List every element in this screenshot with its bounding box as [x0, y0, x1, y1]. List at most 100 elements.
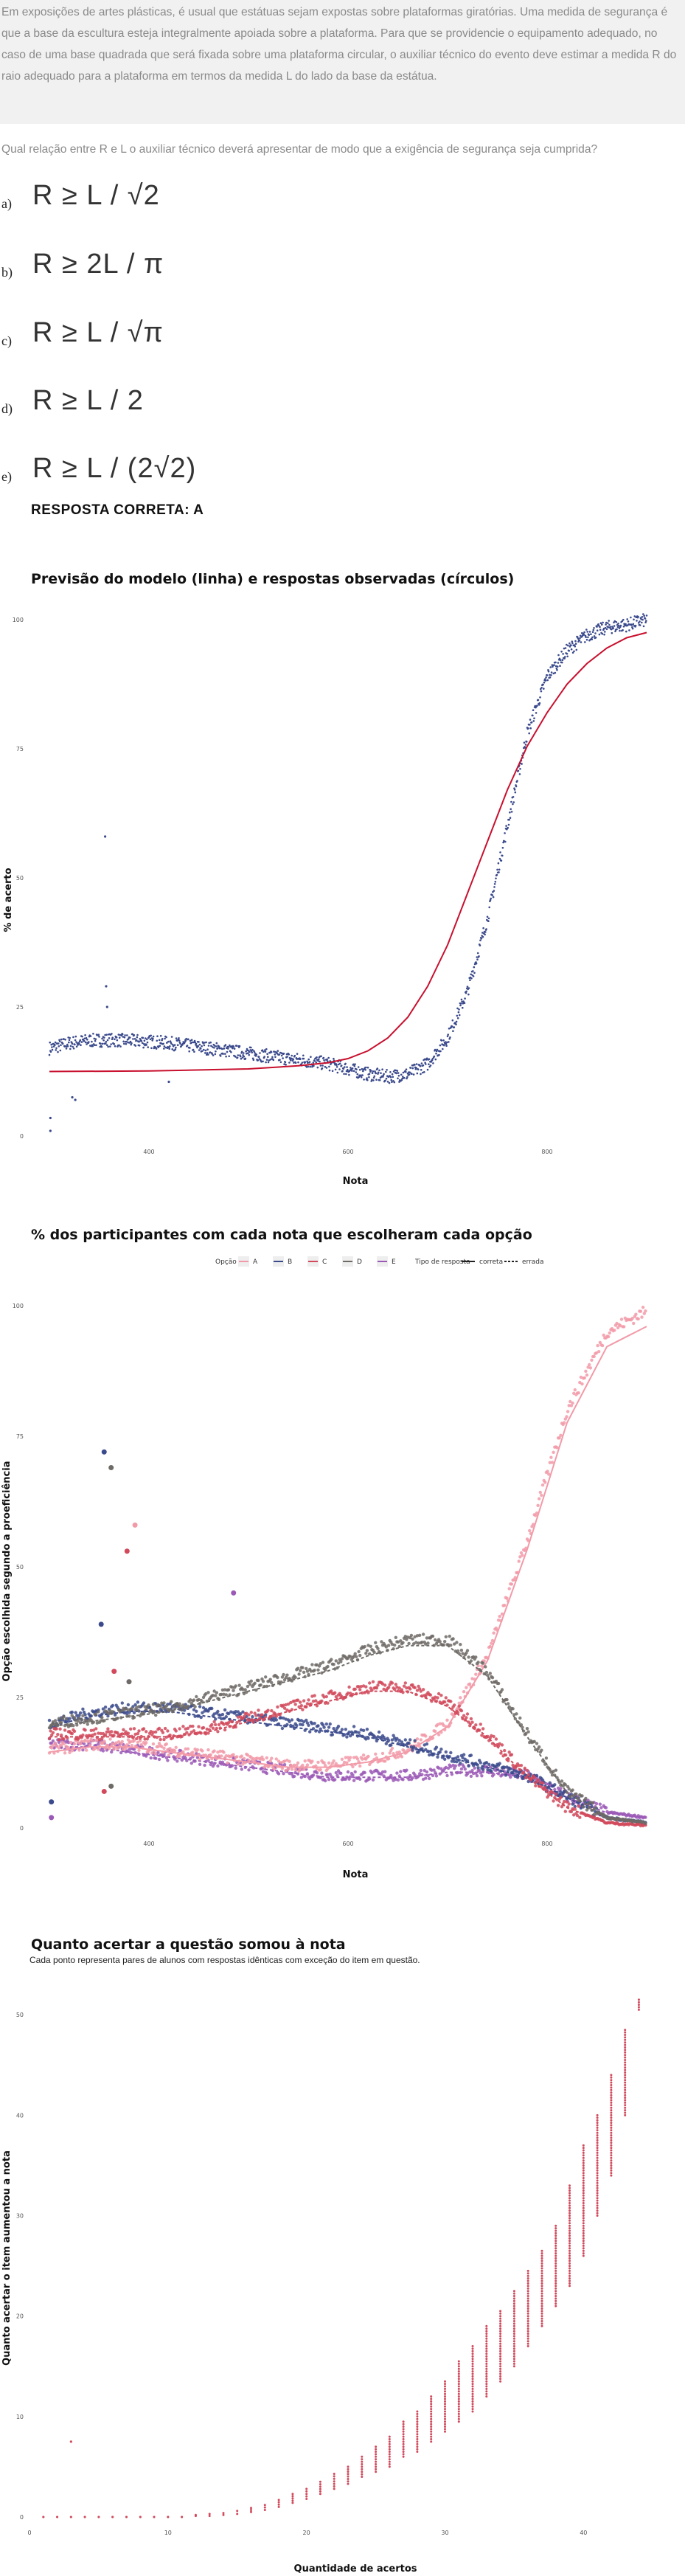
- gain-point: [485, 2365, 488, 2368]
- option-a-point: [586, 1365, 590, 1369]
- option-b-point: [111, 1703, 115, 1708]
- gain-point: [526, 2272, 529, 2275]
- option-b-point: [344, 1728, 347, 1731]
- gain-point: [540, 2285, 543, 2288]
- gain-point: [624, 2054, 627, 2057]
- observed-point: [236, 1056, 239, 1059]
- option-a-point: [216, 1751, 220, 1754]
- option-d-point: [175, 1702, 179, 1706]
- observed-point: [627, 620, 630, 623]
- observed-point: [117, 1033, 120, 1036]
- option-a-point: [295, 1763, 299, 1767]
- option-d-point: [261, 1680, 265, 1683]
- gain-point: [526, 2282, 529, 2285]
- option-a-point: [214, 1754, 218, 1758]
- gain-point: [416, 2435, 419, 2438]
- observed-point: [433, 1055, 436, 1058]
- gain-point: [568, 2234, 571, 2237]
- gain-point: [540, 2292, 543, 2295]
- gain-point: [540, 2262, 543, 2265]
- observed-point: [419, 1064, 422, 1067]
- gain-point: [610, 2172, 613, 2175]
- option-b-point: [128, 1711, 131, 1714]
- observed-point: [630, 616, 632, 619]
- observed-point: [72, 1048, 75, 1050]
- gain-point: [471, 2400, 474, 2403]
- gain-point: [444, 2408, 446, 2411]
- option-c-point: [534, 1784, 538, 1787]
- observed-point: [422, 1071, 424, 1074]
- option-d-point: [232, 1689, 235, 1692]
- option-e-point: [175, 1759, 179, 1763]
- option-a-point: [136, 1740, 140, 1745]
- observed-point: [487, 920, 490, 922]
- gain-point: [582, 2161, 585, 2164]
- observed-point: [596, 626, 598, 628]
- observed-point: [495, 877, 497, 880]
- gain-point: [540, 2312, 543, 2315]
- option-a-point: [538, 1490, 542, 1495]
- gain-point: [540, 2297, 543, 2300]
- option-b-point: [316, 1724, 320, 1728]
- gain-point: [624, 2088, 627, 2091]
- option-b-point: [392, 1734, 395, 1737]
- observed-point: [446, 1041, 448, 1044]
- observed-point: [66, 1043, 69, 1046]
- y-tick-label: 0: [20, 1133, 24, 1140]
- option-c-point: [550, 1790, 554, 1794]
- observed-point: [476, 952, 479, 955]
- observed-point: [428, 1058, 431, 1061]
- gain-point: [554, 2249, 557, 2252]
- gain-point: [568, 2257, 571, 2260]
- observed-point: [392, 1076, 394, 1078]
- gain-point: [554, 2295, 557, 2297]
- observed-point: [218, 1047, 221, 1050]
- option-c-point: [465, 1712, 470, 1716]
- gain-point: [512, 2320, 515, 2322]
- option-d-point: [396, 1640, 400, 1644]
- observed-point: [532, 720, 535, 722]
- observed-point: [529, 719, 532, 721]
- observed-point: [378, 1069, 380, 1072]
- option-a-point: [528, 1528, 532, 1533]
- option-a-point: [108, 1737, 112, 1741]
- option-b-point: [81, 1707, 85, 1711]
- option-d-point: [532, 1739, 536, 1743]
- observed-point: [540, 687, 543, 689]
- option-c-point: [386, 1686, 391, 1689]
- option-c-point: [230, 1720, 234, 1724]
- gain-point: [291, 2495, 294, 2498]
- option-e-point: [303, 1774, 307, 1779]
- observed-point: [584, 641, 586, 643]
- observed-point: [224, 1044, 227, 1046]
- observed-point: [362, 1070, 364, 1073]
- option-b-point: [321, 1723, 325, 1727]
- observed-point: [215, 1045, 218, 1048]
- observed-point: [416, 1072, 419, 1075]
- gain-point: [582, 2177, 585, 2179]
- option-d-point: [418, 1633, 422, 1637]
- option-a-point: [63, 1751, 67, 1755]
- option-b-point: [322, 1725, 326, 1729]
- observed-point: [385, 1070, 387, 1073]
- gain-point: [499, 2340, 502, 2343]
- observed-point: [340, 1064, 343, 1067]
- option-e-point: [368, 1777, 372, 1781]
- gain-point: [596, 2136, 599, 2139]
- observed-point: [345, 1070, 348, 1073]
- option-e-point: [154, 1756, 158, 1760]
- observed-point: [136, 1036, 139, 1039]
- gain-point: [554, 2229, 557, 2232]
- observed-point: [642, 625, 645, 628]
- gain-point: [582, 2206, 585, 2209]
- observed-point: [384, 1079, 386, 1082]
- observed-point: [550, 674, 552, 676]
- x-tick-label: 0: [27, 2530, 31, 2536]
- option-c-point: [359, 1685, 363, 1689]
- observed-point: [639, 624, 641, 626]
- gain-point: [457, 2405, 460, 2408]
- option-c-point: [51, 1731, 55, 1734]
- observed-point: [588, 634, 590, 636]
- observed-point: [628, 629, 630, 631]
- legend-type-wrong: errada: [522, 1258, 544, 1266]
